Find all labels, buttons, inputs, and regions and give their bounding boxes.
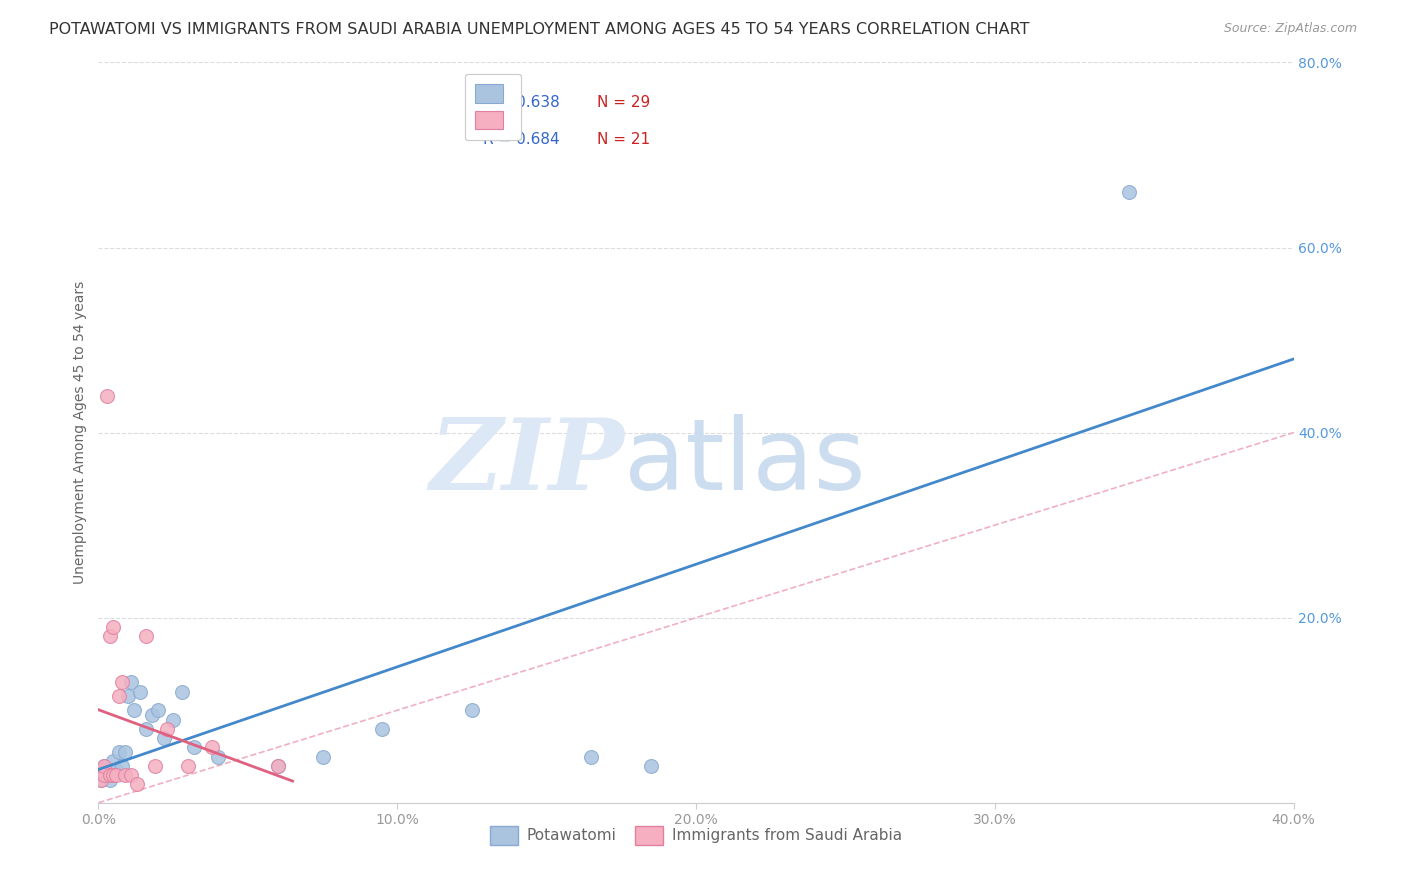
Point: [90, 772, 112, 787]
Point: [267, 758, 290, 772]
Point: [98, 772, 122, 787]
Point: [371, 722, 394, 736]
Point: [98, 768, 122, 782]
Point: [114, 745, 136, 759]
Point: [111, 675, 134, 690]
Point: [120, 768, 142, 782]
Point: [135, 629, 157, 643]
Point: [148, 703, 170, 717]
Point: [129, 685, 152, 699]
Text: atlas: atlas: [624, 414, 866, 511]
Point: [162, 713, 184, 727]
Point: [124, 703, 146, 717]
Point: [90, 772, 112, 787]
Point: [120, 675, 142, 690]
Point: [103, 620, 125, 634]
Point: [90, 764, 112, 778]
Point: [105, 764, 128, 778]
Point: [143, 758, 166, 772]
Point: [108, 690, 131, 704]
Point: [153, 731, 176, 745]
Point: [267, 758, 290, 772]
Point: [461, 703, 484, 717]
Text: R = 0.684: R = 0.684: [484, 132, 560, 147]
Legend: Potawatomi, Immigrants from Saudi Arabia: Potawatomi, Immigrants from Saudi Arabia: [484, 820, 908, 851]
Text: ZIP: ZIP: [429, 414, 624, 510]
Text: N = 29: N = 29: [596, 95, 650, 110]
Point: [141, 707, 163, 722]
Point: [640, 758, 662, 772]
Point: [105, 768, 128, 782]
Point: [311, 749, 333, 764]
Point: [183, 740, 205, 755]
Point: [93, 758, 115, 772]
Point: [111, 758, 134, 772]
Point: [93, 768, 115, 782]
Point: [114, 768, 136, 782]
Point: [103, 768, 125, 782]
Point: [207, 749, 229, 764]
Point: [108, 745, 131, 759]
Point: [156, 722, 179, 736]
Text: Source: ZipAtlas.com: Source: ZipAtlas.com: [1223, 22, 1357, 36]
Point: [177, 758, 200, 772]
Point: [96, 764, 118, 778]
Point: [117, 690, 139, 704]
Text: R = 0.638: R = 0.638: [484, 95, 560, 110]
Point: [172, 685, 194, 699]
Text: N = 21: N = 21: [596, 132, 650, 147]
Point: [93, 768, 115, 782]
Point: [1118, 185, 1140, 199]
Point: [127, 777, 149, 791]
Point: [96, 388, 118, 402]
Point: [103, 754, 125, 768]
Y-axis label: Unemployment Among Ages 45 to 54 years: Unemployment Among Ages 45 to 54 years: [73, 281, 87, 584]
Text: POTAWATOMI VS IMMIGRANTS FROM SAUDI ARABIA UNEMPLOYMENT AMONG AGES 45 TO 54 YEAR: POTAWATOMI VS IMMIGRANTS FROM SAUDI ARAB…: [49, 22, 1029, 37]
Point: [201, 740, 224, 755]
Point: [135, 722, 157, 736]
Point: [98, 629, 122, 643]
Point: [93, 758, 115, 772]
Point: [581, 749, 603, 764]
